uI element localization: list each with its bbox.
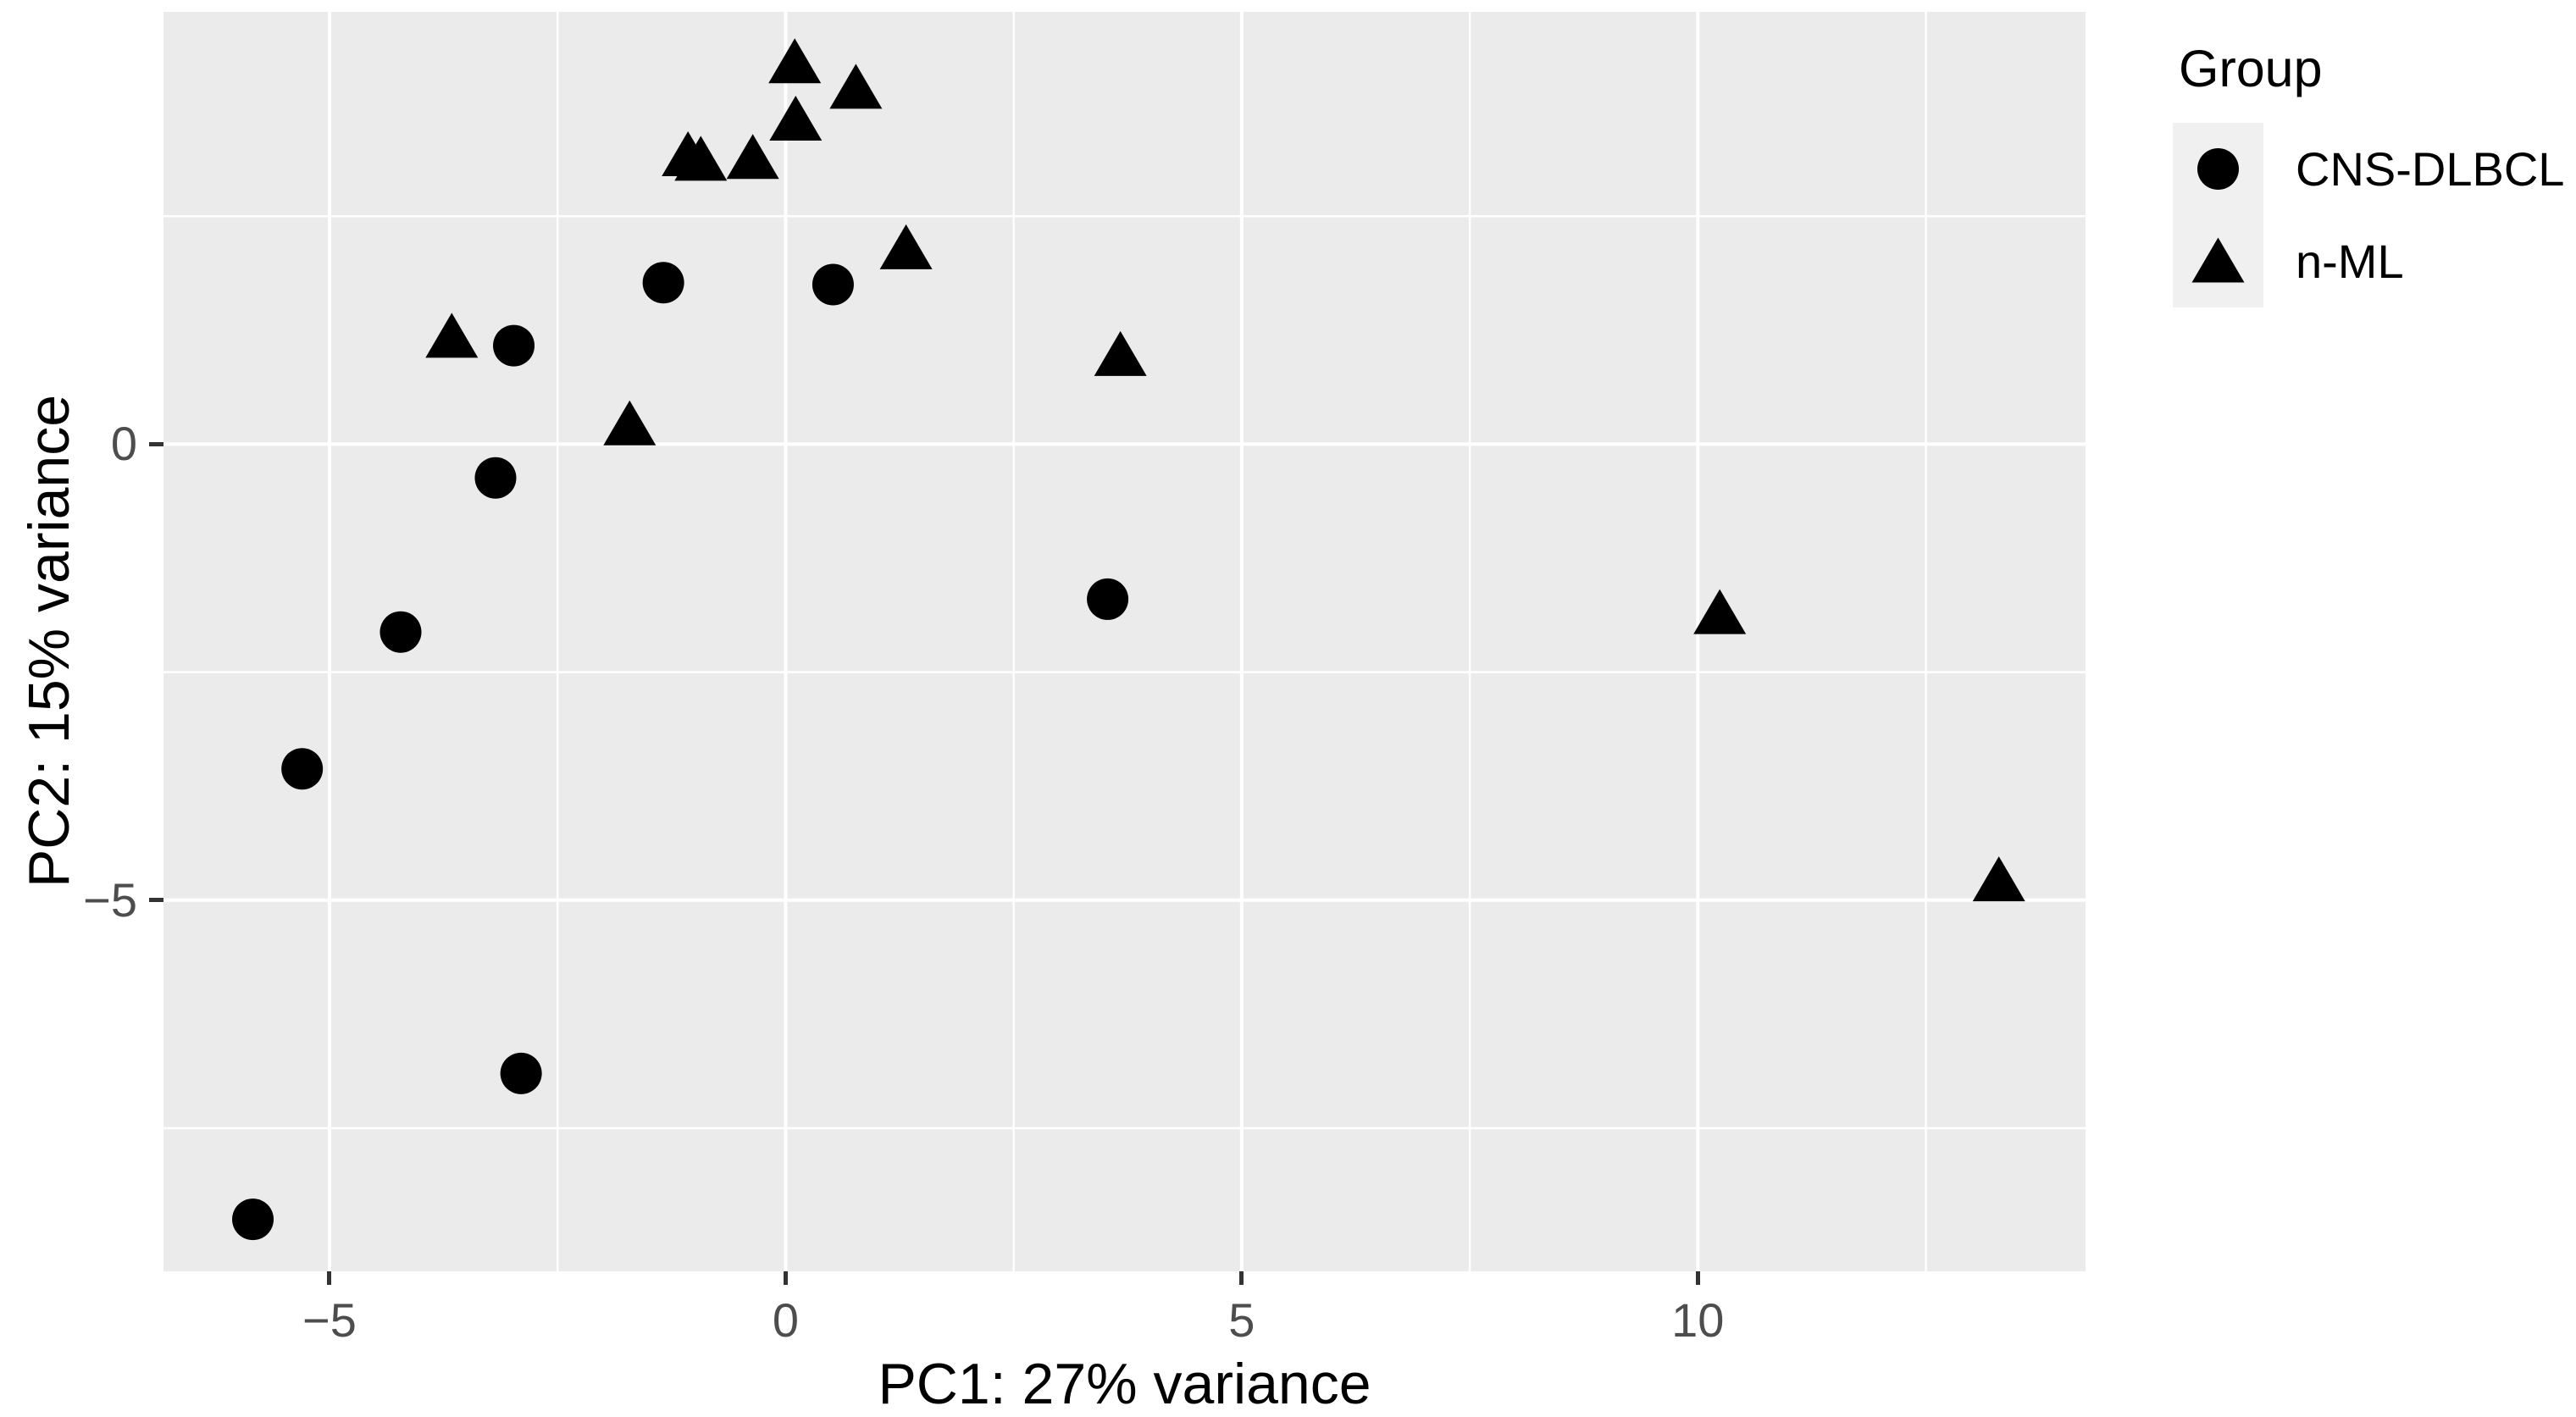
y-tick-mark	[149, 441, 163, 446]
y-tick-mark	[149, 898, 163, 903]
data-point-cns-dlbcl	[232, 1198, 274, 1241]
data-point-cns-dlbcl	[281, 748, 324, 790]
legend-item-label: n-ML	[2296, 234, 2404, 288]
data-point-n-ml	[1972, 856, 2025, 902]
x-tick-label: 5	[1228, 1293, 1255, 1347]
x-tick-mark	[1239, 1271, 1244, 1285]
plot-area-svg	[163, 12, 2086, 1271]
x-tick-label: 0	[772, 1293, 799, 1347]
legend-title: Group	[2179, 40, 2323, 97]
legend-item-n-ml: n-ML	[2173, 215, 2564, 307]
legend-item-cns-dlbcl: CNS-DLBCL	[2173, 123, 2564, 215]
data-point-n-ml	[768, 38, 822, 84]
legend: Group CNS-DLBCL n-ML	[2173, 39, 2564, 307]
data-point-n-ml	[879, 224, 933, 269]
data-point-n-ml	[1094, 330, 1147, 376]
data-point-cns-dlbcl	[474, 457, 517, 499]
data-point-cns-dlbcl	[500, 1052, 542, 1094]
data-point-n-ml	[726, 134, 779, 180]
data-point-cns-dlbcl	[812, 263, 854, 306]
y-tick-label: 0	[110, 417, 137, 471]
data-point-cns-dlbcl	[379, 611, 422, 653]
x-tick-mark	[1695, 1271, 1700, 1285]
y-axis-title: PC2: 15% variance	[17, 394, 81, 888]
circle-marker-icon	[2173, 123, 2263, 215]
legend-item-label: CNS-DLBCL	[2296, 141, 2565, 196]
data-point-n-ml	[674, 136, 728, 181]
x-tick-mark	[783, 1271, 788, 1285]
data-point-cns-dlbcl	[1087, 578, 1129, 620]
data-point-n-ml	[829, 64, 883, 109]
triangle-marker-icon	[2173, 215, 2263, 307]
x-axis-title: PC1: 27% variance	[878, 1352, 1371, 1416]
data-point-n-ml	[1693, 589, 1747, 634]
x-tick-label: −5	[302, 1293, 357, 1347]
y-tick-label: −5	[83, 872, 137, 927]
legend-items: CNS-DLBCL n-ML	[2173, 123, 2564, 307]
data-point-n-ml	[425, 313, 479, 358]
data-point-cns-dlbcl	[642, 262, 684, 304]
data-point-n-ml	[769, 96, 823, 141]
circle-key-glyph	[2197, 148, 2239, 190]
x-tick-label: 10	[1671, 1293, 1725, 1347]
x-tick-mark	[327, 1271, 332, 1285]
plot-panel	[163, 12, 2086, 1271]
data-point-cns-dlbcl	[493, 324, 535, 367]
triangle-key-glyph	[2191, 237, 2245, 283]
data-point-n-ml	[603, 400, 656, 446]
